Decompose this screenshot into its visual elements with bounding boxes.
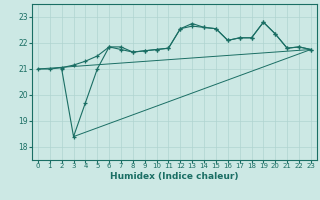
X-axis label: Humidex (Indice chaleur): Humidex (Indice chaleur) xyxy=(110,172,239,181)
